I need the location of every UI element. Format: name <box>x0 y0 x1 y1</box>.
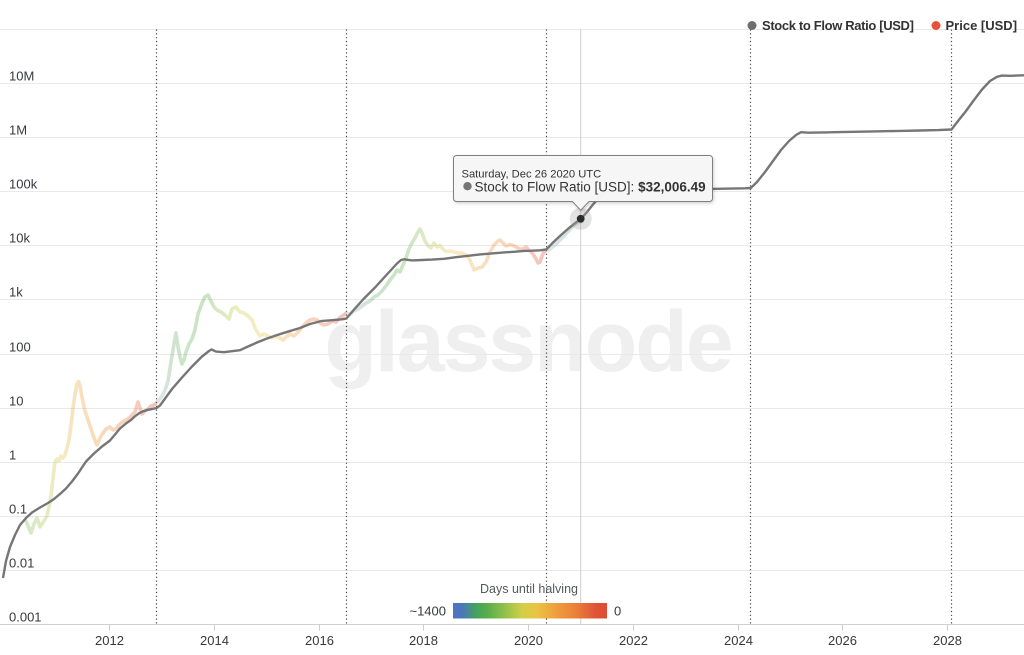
svg-text:Days until halving: Days until halving <box>480 582 578 596</box>
svg-text:2014: 2014 <box>200 633 229 648</box>
svg-text:10M: 10M <box>9 69 34 84</box>
svg-text:1k: 1k <box>9 285 23 300</box>
svg-text:Stock to Flow Ratio [USD]: Stock to Flow Ratio [USD] <box>762 18 914 33</box>
svg-text:0.01: 0.01 <box>9 556 34 571</box>
svg-text:0.1: 0.1 <box>9 502 27 517</box>
svg-text:0: 0 <box>614 604 621 619</box>
svg-text:~1400: ~1400 <box>409 604 446 619</box>
svg-text:2018: 2018 <box>409 633 438 648</box>
svg-text:100: 100 <box>9 340 31 355</box>
svg-text:2012: 2012 <box>95 633 124 648</box>
svg-text:10k: 10k <box>9 231 30 246</box>
svg-text:glassnode: glassnode <box>324 294 731 390</box>
svg-text:2016: 2016 <box>305 633 334 648</box>
svg-text:2026: 2026 <box>828 633 857 648</box>
svg-text:2024: 2024 <box>724 633 753 648</box>
svg-text:100k: 100k <box>9 177 38 192</box>
svg-text:1M: 1M <box>9 123 27 138</box>
svg-text:2028: 2028 <box>933 633 962 648</box>
svg-text:2020: 2020 <box>514 633 543 648</box>
svg-text:Saturday, Dec 26 2020 UTC: Saturday, Dec 26 2020 UTC <box>462 169 602 181</box>
svg-text:2022: 2022 <box>619 633 648 648</box>
svg-text:1: 1 <box>9 448 16 463</box>
svg-text:Price [USD]: Price [USD] <box>946 18 1018 33</box>
svg-text:Stock to Flow Ratio [USD]: $32: Stock to Flow Ratio [USD]: $32,006.49 <box>475 180 706 195</box>
svg-text:0.001: 0.001 <box>9 610 42 625</box>
svg-text:10: 10 <box>9 394 23 409</box>
